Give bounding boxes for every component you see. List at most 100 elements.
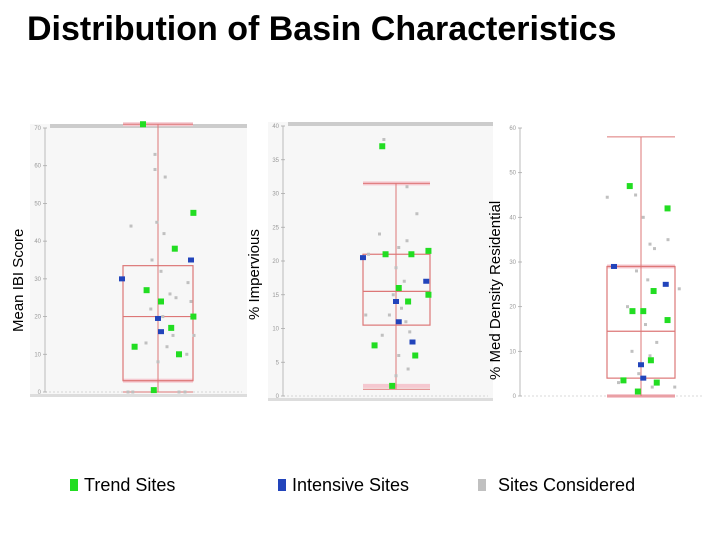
considered-point xyxy=(364,313,368,317)
considered-point xyxy=(155,220,159,224)
iqr-box xyxy=(362,253,431,326)
y-tick-label: 40 xyxy=(34,239,41,245)
considered-point xyxy=(156,360,160,364)
trend-point xyxy=(168,324,175,331)
considered-point xyxy=(131,390,135,394)
plot-bottom-border xyxy=(30,394,247,397)
considered-point xyxy=(129,224,133,228)
trend-point xyxy=(389,382,396,389)
considered-point xyxy=(126,390,130,394)
y-tick-label: 20 xyxy=(509,305,516,311)
legend-trend: Trend Sites xyxy=(70,474,175,496)
considered-point xyxy=(630,349,634,353)
y-tick-label: 10 xyxy=(272,327,279,333)
considered-point xyxy=(653,247,656,251)
considered-point xyxy=(367,252,370,256)
considered-point xyxy=(405,185,409,189)
y-tick-label: 0 xyxy=(38,390,42,396)
y-tick-label: 60 xyxy=(34,164,41,170)
intensive-point xyxy=(662,281,669,287)
impervious-chart: 0 5 10 15 20 25 30 35 40 xyxy=(268,122,493,401)
trend-point xyxy=(653,379,660,386)
legend-intensive: Intensive Sites xyxy=(278,474,409,496)
considered-point xyxy=(391,293,395,297)
considered-point xyxy=(617,381,620,385)
considered-point xyxy=(186,281,190,285)
trend-point xyxy=(412,352,419,359)
legend-considered-label: Sites Considered xyxy=(498,474,636,495)
considered-point xyxy=(394,374,398,378)
considered-point xyxy=(150,258,154,262)
considered-point xyxy=(415,212,419,216)
y-tick-label: 10 xyxy=(509,349,516,355)
considered-point xyxy=(163,175,167,179)
considered-point xyxy=(153,152,157,156)
trend-point xyxy=(405,298,412,305)
considered-point xyxy=(397,246,401,249)
considered-point xyxy=(192,333,196,337)
trend-point xyxy=(150,387,157,394)
considered-point xyxy=(673,385,677,389)
impervious-ylabel: % Impervious xyxy=(246,229,263,320)
considered-point xyxy=(408,330,412,334)
considered-point xyxy=(637,372,641,376)
trend-point xyxy=(143,287,150,294)
trend-point xyxy=(425,291,432,298)
considered-point xyxy=(626,305,629,309)
considered-point xyxy=(171,333,175,337)
trend-point xyxy=(379,143,386,150)
y-tick-label: 25 xyxy=(272,225,279,231)
y-tick-label: 5 xyxy=(276,360,280,366)
page-title: Distribution of Basin Characteristics xyxy=(27,10,617,48)
considered-point xyxy=(378,232,381,236)
y-tick-label: 40 xyxy=(272,124,279,130)
considered-point xyxy=(655,340,659,344)
considered-point xyxy=(394,266,398,270)
intensive-point xyxy=(119,276,125,282)
residential-chart: 0 10 20 30 40 50 60 xyxy=(509,126,703,400)
y-tick-label: 15 xyxy=(272,293,279,299)
y-tick-label: 70 xyxy=(34,126,41,132)
considered-point xyxy=(404,320,408,324)
trend-point xyxy=(650,288,657,295)
considered-point xyxy=(189,299,193,303)
y-tick-label: 60 xyxy=(509,126,516,132)
considered-point xyxy=(144,341,148,345)
considered-point xyxy=(149,307,153,311)
trend-point xyxy=(664,205,671,212)
y-tick-label: 50 xyxy=(509,171,516,177)
considered-point xyxy=(405,239,409,243)
considered-point xyxy=(380,333,384,337)
trend-point xyxy=(664,317,671,324)
trend-point xyxy=(395,285,402,291)
considered-point xyxy=(159,269,163,273)
legend-considered: Sites Considered xyxy=(478,474,635,496)
trend-point xyxy=(190,313,197,320)
trend-point xyxy=(158,298,164,305)
plot-top-border xyxy=(288,122,493,126)
trend-point xyxy=(371,342,378,349)
iqr-box xyxy=(122,265,194,382)
y-tick-label: 35 xyxy=(272,158,279,164)
trend-point xyxy=(171,245,178,252)
trend-point xyxy=(408,251,415,258)
intensive-point xyxy=(393,299,399,304)
plot-background xyxy=(30,124,247,396)
considered-point xyxy=(162,232,166,236)
trend-point xyxy=(647,357,654,364)
ibi-ylabel: Mean IBI Score xyxy=(10,228,27,332)
considered-point xyxy=(635,269,638,273)
trend-point xyxy=(131,343,138,350)
legend-trend-label: Trend Sites xyxy=(84,474,176,495)
considered-point xyxy=(185,352,189,356)
considered-point xyxy=(165,345,169,349)
trend-point xyxy=(620,377,627,384)
y-tick-label: 30 xyxy=(509,260,516,266)
considered-point xyxy=(400,306,403,310)
y-tick-label: 30 xyxy=(272,192,279,198)
considered-point xyxy=(168,292,172,296)
trend-point xyxy=(176,351,182,358)
trend-point xyxy=(634,388,641,395)
intensive-point xyxy=(158,329,164,335)
